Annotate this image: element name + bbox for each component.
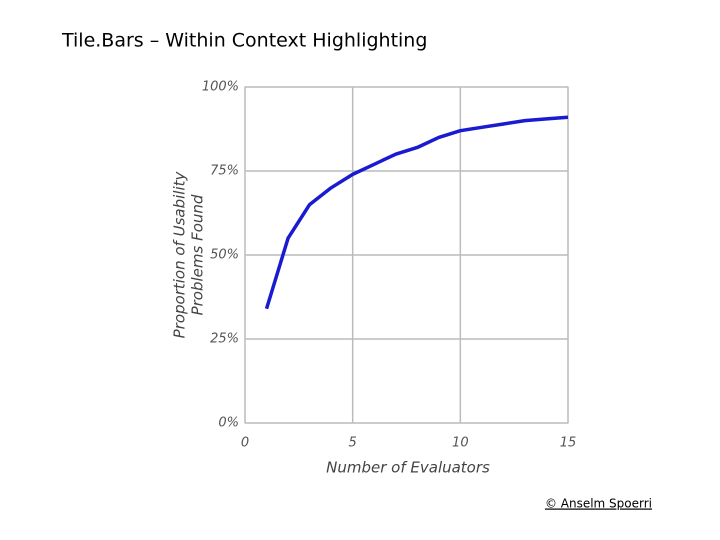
x-tick-label: 10 <box>452 436 469 451</box>
x-tick-label: 0 <box>241 436 249 451</box>
x-tick-label: 5 <box>349 436 357 451</box>
y-axis-label: Proportion of Usability <box>171 171 189 339</box>
slide-title: Tile.Bars – Within Context Highlighting <box>61 30 427 52</box>
x-axis-label: Number of Evaluators <box>326 459 490 477</box>
y-tick-label: 50% <box>210 248 239 263</box>
y-tick-label: 25% <box>210 332 239 347</box>
credit-link[interactable]: © Anselm Spoerri <box>545 497 652 511</box>
y-tick-label: 100% <box>202 80 239 95</box>
y-tick-label: 0% <box>218 416 239 431</box>
data-line <box>264 115 569 310</box>
y-axis-label: Problems Found <box>189 194 207 315</box>
x-tick-label: 15 <box>560 436 577 451</box>
y-tick-label: 75% <box>210 164 239 179</box>
